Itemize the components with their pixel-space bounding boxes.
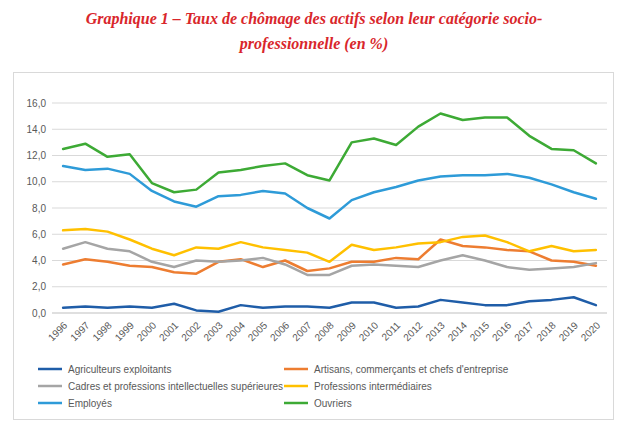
x-tick-label: 2011 bbox=[379, 319, 402, 342]
legend-key bbox=[38, 402, 62, 405]
x-tick-label: 1998 bbox=[90, 319, 114, 343]
legend-label: Agriculteurs exploitants bbox=[68, 364, 171, 375]
x-tick-label: 2012 bbox=[401, 319, 425, 343]
legend-key bbox=[38, 368, 62, 371]
x-tick-label: 2004 bbox=[224, 319, 248, 343]
x-tick-label: 2008 bbox=[312, 319, 336, 343]
y-tick-label: 4,0 bbox=[32, 255, 46, 266]
x-tick-label: 1999 bbox=[113, 319, 137, 343]
series-line bbox=[63, 297, 596, 311]
y-tick-label: 2,0 bbox=[32, 281, 46, 292]
x-tick-label: 2019 bbox=[557, 319, 581, 343]
x-tick-label: 2005 bbox=[246, 319, 270, 343]
x-tick-label: 2020 bbox=[579, 319, 603, 343]
x-tick-label: 2016 bbox=[490, 319, 514, 343]
legend-label: Cadres et professions intellectuelles su… bbox=[68, 381, 283, 392]
legend-label: Employés bbox=[68, 398, 112, 409]
grid-line bbox=[52, 155, 607, 156]
x-tick-label: 2010 bbox=[357, 319, 381, 343]
y-tick-label: 14,0 bbox=[27, 124, 47, 135]
x-axis-line bbox=[52, 313, 607, 314]
legend-key bbox=[284, 368, 308, 371]
legend-key bbox=[284, 385, 308, 388]
y-tick-label: 12,0 bbox=[27, 150, 47, 161]
x-tick-label: 2006 bbox=[268, 319, 292, 343]
x-tick-label: 1997 bbox=[68, 319, 92, 343]
legend-label: Professions intermédiaires bbox=[314, 381, 432, 392]
x-tick-label: 2015 bbox=[468, 319, 492, 343]
legend-label: Artisans, commerçants et chefs d'entrepr… bbox=[314, 364, 509, 375]
grid-line bbox=[52, 208, 607, 209]
grid-line bbox=[52, 103, 607, 104]
x-tick-label: 2014 bbox=[446, 319, 470, 343]
x-tick-label: 2001 bbox=[157, 319, 181, 343]
grid-line bbox=[52, 286, 607, 287]
y-tick-label: 8,0 bbox=[32, 203, 46, 214]
x-tick-label: 2013 bbox=[423, 319, 447, 343]
plot-area bbox=[63, 114, 596, 312]
x-tick-label: 2017 bbox=[512, 319, 536, 343]
y-tick-label: 0,0 bbox=[32, 308, 46, 319]
chart-title: Graphique 1 – Taux de chômage des actifs… bbox=[40, 6, 588, 56]
x-tick-label: 2009 bbox=[335, 319, 359, 343]
x-tick-label: 2018 bbox=[534, 319, 558, 343]
y-tick-label: 6,0 bbox=[32, 229, 46, 240]
legend-key bbox=[284, 402, 308, 405]
legend-label: Ouvriers bbox=[314, 398, 352, 409]
series-line bbox=[63, 114, 596, 193]
x-tick-label: 2003 bbox=[201, 319, 225, 343]
series-line bbox=[63, 166, 596, 219]
y-tick-label: 16,0 bbox=[27, 98, 47, 109]
chart-frame bbox=[14, 73, 614, 420]
x-tick-label: 2002 bbox=[179, 319, 203, 343]
x-tick-label: 1996 bbox=[46, 319, 70, 343]
x-tick-label: 2007 bbox=[290, 319, 314, 343]
legend-key bbox=[38, 385, 62, 388]
grid-line bbox=[52, 234, 607, 235]
chart: 0,02,04,06,08,010,012,014,016,0199619971… bbox=[0, 0, 627, 436]
series-line bbox=[63, 229, 596, 262]
x-tick-label: 2000 bbox=[135, 319, 159, 343]
y-tick-label: 10,0 bbox=[27, 176, 47, 187]
